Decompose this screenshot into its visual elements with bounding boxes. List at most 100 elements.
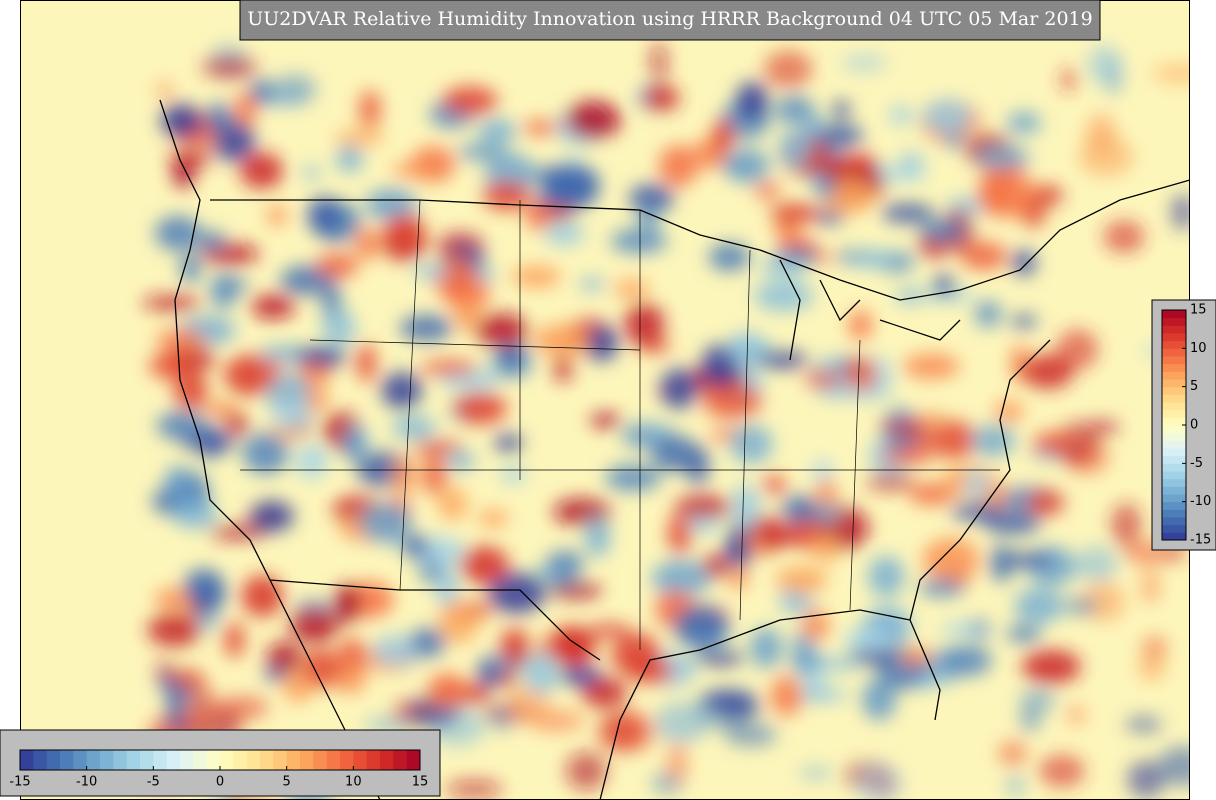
colorbar-cell	[1162, 501, 1186, 510]
field-blob	[1063, 596, 1099, 616]
field-blob	[249, 79, 275, 105]
field-blob	[776, 566, 827, 595]
field-blob	[1103, 220, 1145, 254]
field-blob	[453, 391, 507, 425]
field-blob	[457, 144, 507, 160]
field-blob	[1142, 635, 1168, 660]
field-blob	[654, 702, 709, 744]
field-blob	[142, 295, 202, 311]
field-blob	[918, 219, 967, 242]
colorbar-tick-label: -5	[1190, 456, 1203, 471]
colorbar-cell	[20, 750, 34, 770]
field-blob	[866, 474, 915, 490]
field-blob	[180, 436, 239, 450]
colorbar-cell	[1162, 440, 1186, 449]
field-blob	[475, 313, 528, 348]
field-blob	[1075, 546, 1118, 582]
field-blob	[240, 152, 284, 189]
field-blob	[790, 649, 822, 673]
field-blob	[365, 188, 417, 221]
field-blob	[918, 579, 964, 597]
colorbar-cell	[273, 750, 288, 770]
field-blob	[265, 361, 283, 376]
field-blob	[845, 249, 895, 268]
field-blob	[694, 650, 745, 666]
field-blob	[307, 196, 341, 235]
colorbar-cell	[1162, 348, 1186, 357]
field-blob	[392, 456, 416, 495]
field-blob	[493, 704, 512, 732]
field-blob	[289, 607, 339, 643]
map-area	[20, 0, 1190, 800]
colorbar-cell	[180, 750, 194, 770]
field-blob	[550, 582, 602, 599]
colorbar-cell	[1162, 394, 1186, 403]
field-blob	[1011, 249, 1037, 276]
field-blob	[898, 152, 925, 171]
field-blob	[401, 534, 430, 558]
field-blob	[354, 227, 380, 260]
field-blob	[889, 105, 913, 125]
colorbar-cell	[326, 750, 341, 770]
field-blob	[297, 360, 333, 383]
field-blob	[660, 367, 698, 410]
field-blob	[651, 559, 711, 597]
field-blob	[922, 538, 980, 583]
field-blob	[774, 95, 815, 124]
field-blob	[778, 128, 811, 170]
colorbar-cell	[1162, 386, 1186, 395]
field-blob	[589, 413, 622, 428]
colorbar-cell	[1162, 463, 1186, 472]
colorbar-cell	[1162, 317, 1186, 326]
colorbar-cell	[366, 750, 381, 770]
field-blob	[933, 274, 955, 296]
field-blob	[171, 499, 218, 529]
colorbar-cell	[393, 750, 408, 770]
field-blob	[674, 495, 732, 518]
field-blob	[650, 41, 668, 83]
colorbar-tick-label: 0	[216, 775, 224, 790]
field-blob	[165, 699, 187, 734]
field-blob	[266, 642, 302, 674]
field-blob	[1006, 775, 1025, 797]
field-blob	[923, 289, 975, 302]
field-blob	[147, 613, 202, 647]
field-blob	[648, 423, 666, 441]
field-blob	[321, 308, 356, 347]
field-blob	[438, 487, 468, 522]
field-blob	[250, 294, 296, 319]
field-blob	[939, 622, 992, 637]
field-blob	[725, 148, 770, 184]
field-blob	[533, 324, 591, 357]
colorbar-cell	[206, 750, 221, 770]
field-blob	[867, 555, 905, 598]
field-blob	[543, 222, 585, 246]
field-blob	[272, 401, 313, 431]
field-blob	[422, 454, 447, 496]
colorbar-tick-label: -5	[147, 775, 160, 790]
field-blob	[813, 174, 836, 199]
field-blob	[208, 525, 268, 539]
field-blob	[994, 400, 1024, 423]
field-blob	[1019, 688, 1056, 713]
field-blob	[442, 86, 498, 116]
colorbar-tick-label: 0	[1190, 418, 1198, 433]
field-blob	[922, 99, 973, 135]
field-blob	[685, 445, 710, 486]
colorbar-cell	[246, 750, 261, 770]
colorbar-cell	[1162, 478, 1186, 487]
field-blob	[729, 331, 765, 364]
field-blob	[998, 740, 1028, 767]
field-blob	[908, 483, 954, 506]
colorbar-cell	[406, 750, 421, 770]
field-blob	[478, 509, 509, 528]
field-blob	[990, 544, 1013, 583]
field-blob	[628, 184, 674, 213]
field-blob	[412, 263, 451, 280]
colorbar-cell	[1162, 379, 1186, 388]
field-blob	[156, 329, 205, 351]
field-blob	[803, 112, 824, 143]
field-blob	[409, 627, 446, 658]
field-blob	[1002, 552, 1056, 568]
colorbar-cell	[1162, 494, 1186, 503]
